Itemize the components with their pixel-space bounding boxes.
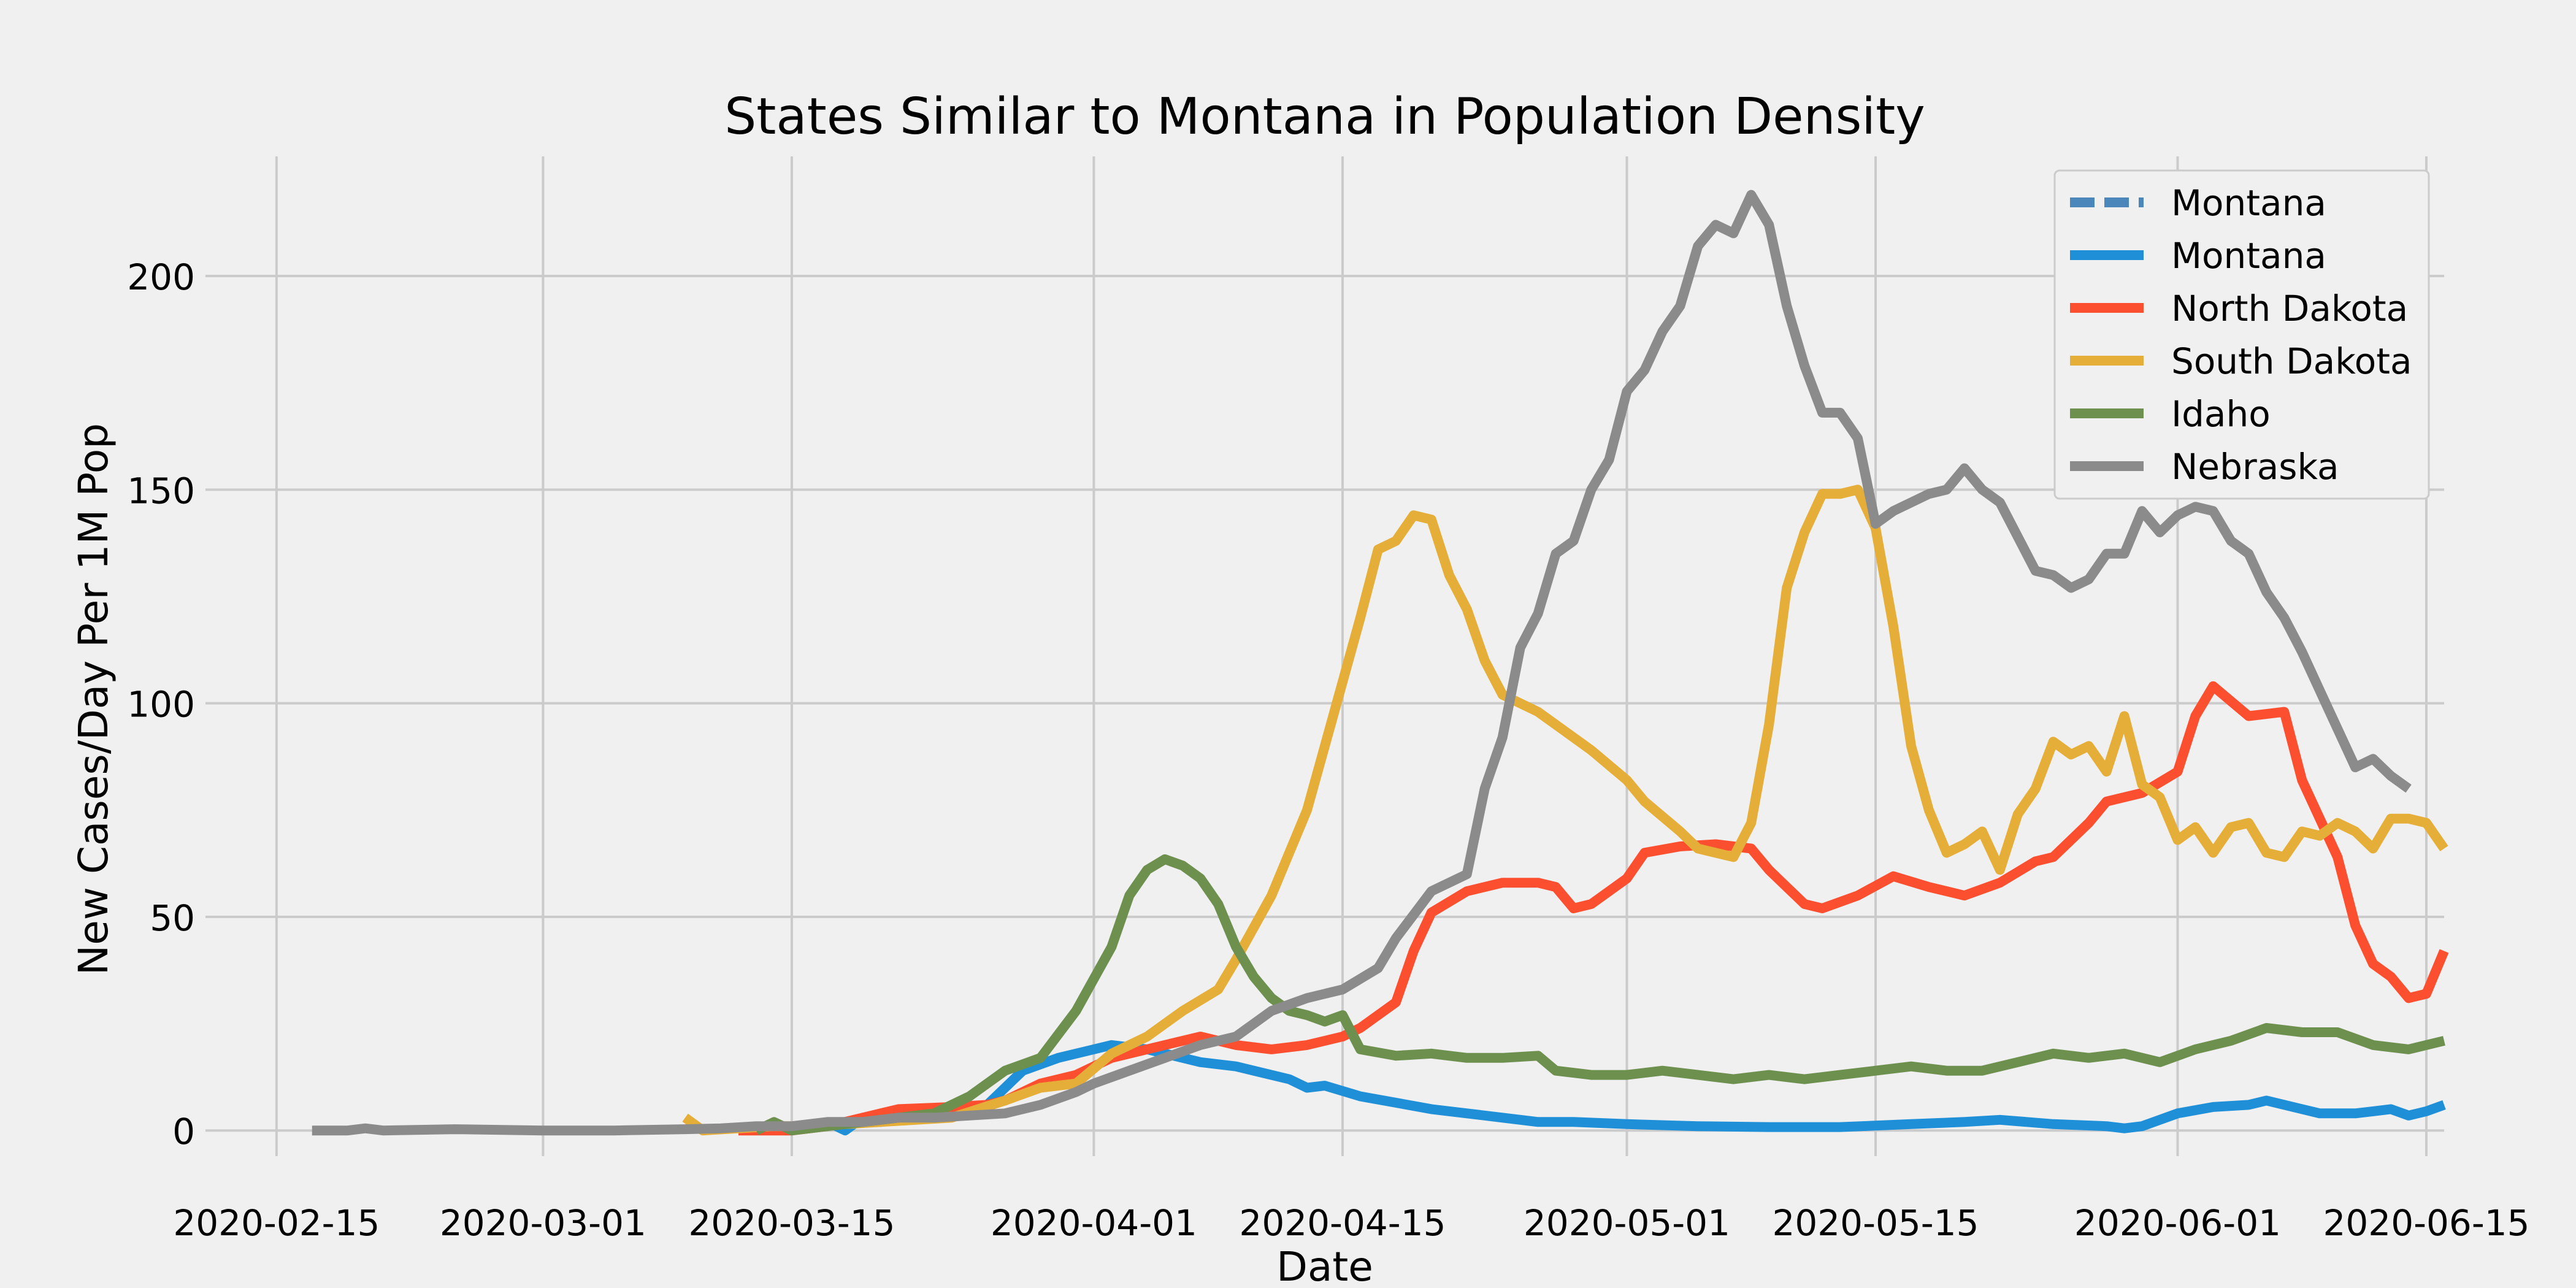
legend-label: Montana — [2171, 235, 2326, 277]
series-line-nebraska — [312, 190, 2412, 1136]
x-tick-label: 2020-06-01 — [2074, 1202, 2281, 1244]
series-line-idaho — [754, 854, 2445, 1136]
chart-title: States Similar to Montana in Population … — [724, 88, 1925, 146]
y-tick-label: 200 — [127, 256, 195, 298]
legend: Montana Montana North Dakota South Dakota Id… — [2053, 169, 2430, 500]
tick-labels: 0 50 100 150 200 2020-02-15 2020-03-01 2020-03-… — [127, 256, 2529, 1244]
y-axis-label: New Cases/Day Per 1M Pop — [70, 423, 117, 975]
series-line-south-dakota — [682, 485, 2448, 1136]
series-line-north-dakota — [738, 681, 2449, 1136]
x-tick-label: 2020-03-01 — [440, 1202, 646, 1244]
x-tick-label: 2020-06-15 — [2323, 1202, 2529, 1244]
y-tick-label: 150 — [127, 470, 195, 512]
legend-label: Nebraska — [2171, 446, 2339, 488]
y-tick-label: 50 — [150, 897, 195, 939]
x-tick-label: 2020-05-15 — [1772, 1202, 1979, 1244]
x-tick-label: 2020-04-15 — [1239, 1202, 1446, 1244]
legend-label: South Dakota — [2171, 340, 2412, 382]
legend-entries: Montana Montana North Dakota South Dakota Id… — [2070, 182, 2412, 488]
x-axis-label: Date — [1276, 1243, 1373, 1288]
legend-box — [2053, 169, 2430, 500]
series-line-montana — [825, 1040, 2446, 1136]
x-tick-label: 2020-03-15 — [688, 1202, 895, 1244]
x-tick-label: 2020-05-01 — [1524, 1202, 1730, 1244]
x-tick-label: 2020-04-01 — [991, 1202, 1197, 1244]
x-tick-label: 2020-02-15 — [173, 1202, 380, 1244]
legend-label: Montana — [2171, 182, 2326, 224]
legend-label: North Dakota — [2171, 288, 2408, 329]
y-tick-label: 100 — [127, 684, 195, 726]
legend-label: Idaho — [2171, 393, 2271, 435]
y-tick-label: 0 — [172, 1111, 195, 1152]
series-lines — [312, 190, 2449, 1136]
